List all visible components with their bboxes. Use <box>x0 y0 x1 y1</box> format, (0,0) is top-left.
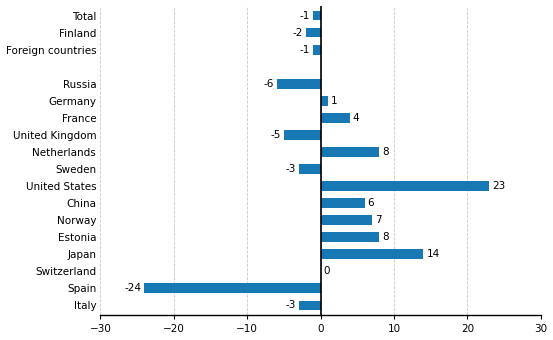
Bar <box>299 164 321 174</box>
Text: -3: -3 <box>285 164 296 174</box>
Bar <box>144 284 321 293</box>
Bar <box>321 181 489 191</box>
Text: -6: -6 <box>263 79 274 89</box>
Text: -24: -24 <box>124 283 142 293</box>
Text: 23: 23 <box>492 181 505 191</box>
Text: 6: 6 <box>368 198 374 208</box>
Bar <box>321 147 379 157</box>
Text: -1: -1 <box>300 11 310 21</box>
Bar <box>321 233 379 242</box>
Bar <box>321 113 350 123</box>
Bar <box>313 45 321 54</box>
Text: -3: -3 <box>285 300 296 310</box>
Text: 0: 0 <box>324 266 330 276</box>
Text: -5: -5 <box>270 130 281 140</box>
Bar <box>321 198 364 208</box>
Text: 7: 7 <box>375 215 382 225</box>
Text: 1: 1 <box>331 96 337 106</box>
Bar <box>284 130 321 140</box>
Bar <box>313 11 321 20</box>
Text: 8: 8 <box>382 147 389 157</box>
Bar <box>321 96 328 106</box>
Text: -1: -1 <box>300 45 310 55</box>
Bar <box>306 28 321 37</box>
Bar <box>321 216 372 225</box>
Text: -2: -2 <box>293 28 303 38</box>
Bar <box>276 79 321 88</box>
Text: 14: 14 <box>426 249 440 259</box>
Bar <box>321 250 424 259</box>
Text: 4: 4 <box>353 113 359 123</box>
Bar <box>299 301 321 310</box>
Text: 8: 8 <box>382 232 389 242</box>
